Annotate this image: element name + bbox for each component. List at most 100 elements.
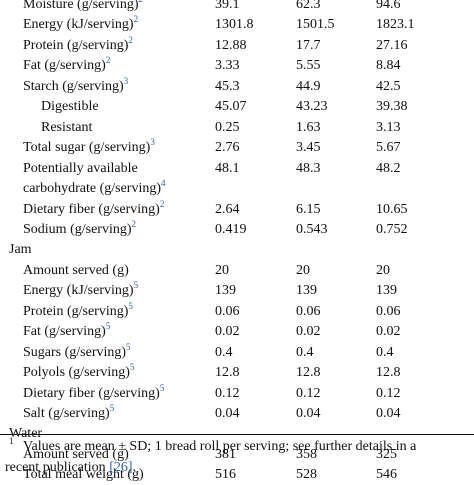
row-label-text: Energy (kJ/serving): [23, 283, 134, 299]
footnote-reference[interactable]: 5: [126, 341, 131, 352]
table-row: Amount served (g) 20 20 20: [0, 261, 474, 281]
value-cell-col-2: 0.06: [296, 303, 321, 319]
value-cell-col-1: 516: [215, 467, 236, 483]
row-label: Energy (kJ/serving)5: [23, 281, 138, 301]
value-cell-col-3: 139: [376, 283, 397, 299]
value-cell-col-3: 12.8: [376, 365, 401, 381]
table-row: Energy (kJ/serving)2 1301.8 1501.5 1823.1: [0, 15, 474, 35]
table-row: Digestible 45.07 43.23 39.38: [0, 97, 474, 117]
footnote-reference[interactable]: 5: [128, 300, 133, 311]
value-cell-col-3: 3.13: [376, 119, 401, 135]
value-cell-col-3: 0.4: [376, 344, 394, 360]
row-label: Water: [9, 424, 42, 444]
value-cell-col-1: 139: [215, 283, 236, 299]
row-label-text: Dietary fiber (g/serving): [23, 201, 160, 217]
table-row: Dietary fiber (g/serving)2 2.64 6.15 10.65: [0, 198, 474, 220]
value-cell-col-3: 0.04: [376, 406, 401, 421]
value-cell-col-2: 3.45: [296, 140, 321, 156]
value-cell-col-3: 325: [376, 446, 397, 462]
row-label: Amount served (g): [23, 261, 129, 281]
value-cell-col-3: 27.16: [376, 37, 408, 53]
value-cell-col-3: 20: [376, 262, 390, 278]
row-label: Starch (g/serving)3: [23, 75, 129, 97]
footnote-reference[interactable]: 2: [105, 55, 111, 66]
value-cell-col-3: 0.12: [376, 385, 401, 401]
value-cell-col-1: 39.1: [215, 0, 240, 12]
value-cell-col-2: 0.02: [296, 324, 321, 340]
value-cell-col-3: 0.02: [376, 324, 401, 340]
footnote-reference[interactable]: 3: [150, 137, 155, 148]
value-cell-col-3: 546: [376, 467, 397, 483]
row-label-text: Total sugar (g/serving): [23, 140, 151, 156]
row-label-text: Starch (g/serving): [23, 78, 124, 94]
footnote-reference[interactable]: 5: [133, 280, 139, 291]
row-label-text: Fat (g/serving): [23, 324, 106, 340]
value-cell-col-3: 0.06: [376, 303, 401, 319]
row-label: Potentially available: [23, 159, 138, 179]
table-row: carbohydrate (g/serving)4: [0, 179, 474, 199]
footnote-reference[interactable]: 2: [133, 14, 139, 25]
row-label-text: carbohydrate (g/serving): [23, 181, 161, 197]
row-label-text: Digestible: [41, 99, 99, 115]
footnote-reference[interactable]: 2: [128, 34, 133, 45]
footnote-reference[interactable]: 5: [129, 362, 135, 373]
table-row: Sodium (g/serving)2 0.419 0.543 0.752: [0, 218, 474, 240]
footnote-reference[interactable]: 2: [131, 218, 137, 229]
footnote-period: .: [132, 460, 137, 475]
row-label-text: Protein (g/serving): [23, 303, 129, 319]
value-cell-col-1: 0.06: [215, 303, 240, 319]
row-label: Energy (kJ/serving)2: [23, 15, 138, 35]
table-row: Polyols (g/serving)5 12.8 12.8 12.8: [0, 363, 474, 383]
value-cell-col-2: 43.23: [296, 99, 328, 115]
row-label: Fat (g/serving)5: [23, 322, 110, 342]
row-label-text: Amount served (g): [23, 446, 129, 462]
table-row: Protein (g/serving)2 12.88 17.7 27.16: [0, 34, 474, 56]
value-cell-col-1: 0.25: [215, 119, 240, 135]
value-cell-col-1: 2.64: [215, 201, 240, 217]
footnote-reference[interactable]: 2: [159, 198, 165, 209]
table-row: Salt (g/serving)5 0.04 0.04 0.04: [0, 404, 474, 424]
row-label-text: Polyols (g/serving): [23, 365, 130, 381]
row-label: Polyols (g/serving)5: [23, 363, 134, 383]
value-cell-col-2: 0.04: [296, 406, 321, 421]
value-cell-col-2: 0.543: [296, 221, 328, 237]
value-cell-col-3: 42.5: [376, 78, 401, 94]
row-label-text: Potentially available: [23, 160, 138, 176]
section-heading-row: Jam: [0, 240, 474, 260]
value-cell-col-3: 10.65: [376, 201, 408, 217]
footnote-text: Values are mean ± SD; 1 bread roll per s…: [23, 439, 417, 454]
footnote-reference[interactable]: 3: [123, 75, 129, 86]
footnote-reference[interactable]: 2: [138, 0, 143, 4]
row-label-text: Salt (g/serving): [23, 406, 110, 421]
value-cell-col-1: 12.88: [215, 37, 247, 53]
value-cell-col-3: 39.38: [376, 99, 408, 115]
table-row: Energy (kJ/serving)5 139 139 139: [0, 281, 474, 301]
value-cell-col-2: 0.12: [296, 385, 321, 401]
value-cell-col-1: 48.1: [215, 160, 240, 176]
table-row: Starch (g/serving)3 45.3 44.9 42.5: [0, 75, 474, 97]
value-cell-col-1: 12.8: [215, 365, 240, 381]
table-row: Potentially available 48.1 48.3 48.2: [0, 159, 474, 179]
table-row: Fat (g/serving)5 0.02 0.02 0.02: [0, 322, 474, 342]
value-cell-col-2: 0.4: [296, 344, 314, 360]
value-cell-col-3: 8.84: [376, 58, 401, 74]
table-row: Total sugar (g/serving)3 2.76 3.45 5.67: [0, 138, 474, 158]
value-cell-col-1: 0.419: [215, 221, 247, 237]
value-cell-col-3: 5.67: [376, 140, 401, 156]
value-cell-col-2: 48.3: [296, 160, 321, 176]
row-label-text: Dietary fiber (g/serving): [23, 385, 160, 401]
table-row: Amount served (g) 381 358 325: [0, 445, 474, 465]
footnote-reference[interactable]: 5: [159, 382, 165, 393]
footnote-reference[interactable]: 5: [109, 403, 115, 413]
value-cell-col-1: 0.12: [215, 385, 240, 401]
citation-link[interactable]: [26]: [109, 460, 133, 475]
section-heading-row: Water: [0, 424, 474, 444]
footnote-reference[interactable]: 5: [105, 321, 111, 332]
row-label-text: Protein (g/serving): [23, 37, 129, 53]
value-cell-col-2: 12.8: [296, 365, 321, 381]
row-label: Dietary fiber (g/serving)2: [23, 198, 165, 220]
footnote-reference[interactable]: 4: [161, 178, 166, 189]
row-label-text: Resistant: [41, 119, 93, 135]
row-label: Sugars (g/serving)5: [23, 341, 131, 363]
footnote-marker: 1: [9, 436, 14, 446]
